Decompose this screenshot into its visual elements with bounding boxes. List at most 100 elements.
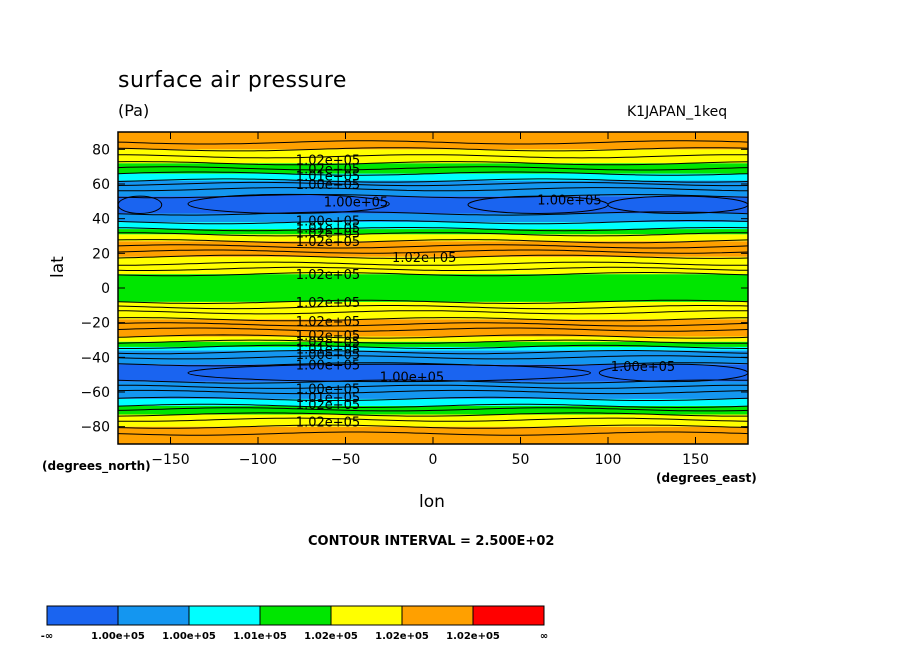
contour-band-24 [118, 132, 748, 150]
contour-line-3 [117, 412, 748, 417]
contour-line-39 [117, 161, 749, 166]
colorbar-swatch-6 [472, 605, 545, 626]
contour-band-18 [118, 213, 748, 223]
contour-band-0 [118, 426, 748, 444]
contour-label-24: 1.02e+05 [296, 415, 360, 430]
contour-line-19 [117, 310, 748, 315]
x-tick-label-6: 150 [682, 452, 709, 468]
contour-label-14: 1.02e+05 [296, 329, 360, 344]
contour-line-37 [117, 171, 749, 176]
y-axis-unit: (degrees_north) [42, 459, 151, 473]
contour-line-34 [118, 187, 749, 192]
contour-band-15 [118, 234, 748, 242]
contour-line-12 [117, 350, 749, 355]
contour-line-41 [117, 147, 749, 152]
colorbar-label-1: 1.00e+05 [91, 631, 145, 642]
contour-label-23: 1.02e+05 [296, 398, 360, 413]
colorbar-swatch-5 [401, 605, 474, 626]
colorbar-label-5: 1.02e+05 [375, 631, 429, 642]
colorbar-label-6: 1.02e+05 [446, 631, 500, 642]
contour-line-33 [117, 194, 749, 199]
contour-line-25 [117, 254, 749, 259]
x-axis-unit: (degrees_east) [656, 471, 757, 485]
contour-label-8: 1.02e+05 [296, 227, 360, 242]
colorbar-swatch-3 [259, 605, 332, 626]
colorbar-swatch-0 [46, 605, 119, 626]
contour-band-23 [118, 149, 748, 164]
contour-line-40 [117, 154, 748, 159]
chart-units: (Pa) [118, 101, 150, 120]
contour-label-17: 1.00e+05 [296, 348, 360, 363]
contour-label-1: 1.02e+05 [296, 162, 360, 177]
contour-line-22 [117, 272, 749, 277]
colorbar-swatch-4 [330, 605, 403, 626]
contour-label-6: 1.00e+05 [296, 214, 360, 229]
contour-interval-note: CONTOUR INTERVAL = 2.500E+02 [308, 534, 555, 549]
contour-line-27 [117, 244, 749, 249]
low-pressure-cell-3 [607, 195, 749, 214]
contour-label-13: 1.02e+05 [296, 315, 360, 330]
contour-line-31 [117, 220, 749, 225]
contour-line-11 [117, 355, 749, 360]
colorbar-label-4: 1.02e+05 [304, 631, 358, 642]
colorbar-label-7: ∞ [540, 631, 548, 642]
contour-label-20: 1.00e+05 [611, 360, 675, 375]
contour-line-28 [117, 239, 749, 244]
contour-band-14 [118, 241, 748, 257]
x-tick-label-5: 100 [595, 452, 622, 468]
contour-label-11: 1.02e+05 [296, 268, 360, 283]
contour-line-6 [117, 396, 749, 401]
x-tick-label-2: −50 [331, 452, 361, 468]
y-tick-label-1: 60 [92, 177, 110, 193]
contour-band-17 [118, 222, 748, 230]
contour-line-20 [117, 305, 749, 310]
contour-line-9 [117, 379, 749, 384]
contour-label-9: 1.02e+05 [296, 235, 360, 250]
contour-line-17 [117, 322, 749, 327]
contour-band-20 [118, 180, 748, 197]
contour-band-3 [118, 398, 748, 406]
contour-line-35 [117, 181, 749, 187]
low-pressure-cell-0 [117, 195, 163, 214]
contour-line-18 [117, 317, 749, 322]
contour-label-5: 1.00e+05 [537, 194, 601, 209]
x-tick-label-4: 50 [512, 452, 530, 468]
contour-label-19: 1.00e+05 [380, 370, 444, 385]
contour-label-21: 1.00e+05 [296, 383, 360, 398]
contour-line-8 [118, 384, 748, 389]
contour-label-3: 1.00e+05 [296, 178, 360, 193]
contour-line-1 [117, 424, 749, 429]
contour-line-2 [117, 417, 749, 422]
colorbar-label-0: -∞ [41, 631, 53, 642]
contour-line-7 [117, 389, 749, 395]
y-tick-label-5: −20 [80, 316, 110, 332]
y-tick-label-0: 80 [92, 142, 110, 158]
contour-line-13 [118, 344, 748, 349]
contour-line-21 [117, 299, 749, 304]
contour-band-21 [118, 173, 748, 181]
x-tick-label-0: −150 [151, 452, 189, 468]
contour-band-12 [118, 274, 748, 302]
contour-label-16: 1.01e+05 [296, 343, 360, 358]
contour-line-23 [117, 266, 749, 271]
contour-line-5 [117, 403, 749, 409]
contour-label-7: 1.01e+05 [296, 221, 360, 236]
contour-label-18: 1.00e+05 [296, 358, 360, 373]
colorbar-label-3: 1.01e+05 [233, 631, 287, 642]
contour-line-32 [117, 211, 749, 216]
contour-label-12: 1.02e+05 [296, 296, 360, 311]
contour-band-22 [118, 163, 748, 174]
contour-label-10: 1.02e+05 [392, 251, 456, 266]
y-tick-label-3: 20 [92, 246, 110, 262]
contour-label-22: 1.01e+05 [296, 391, 360, 406]
colorbar-label-2: 1.00e+05 [162, 631, 216, 642]
contour-line-0 [117, 431, 749, 436]
contour-line-26 [117, 249, 749, 254]
low-pressure-cell-4 [187, 363, 591, 383]
contour-line-30 [117, 227, 749, 232]
contour-label-15: 1.02e+05 [296, 336, 360, 351]
contour-label-0: 1.02e+05 [296, 154, 360, 169]
x-axis-label: lon [419, 492, 445, 512]
